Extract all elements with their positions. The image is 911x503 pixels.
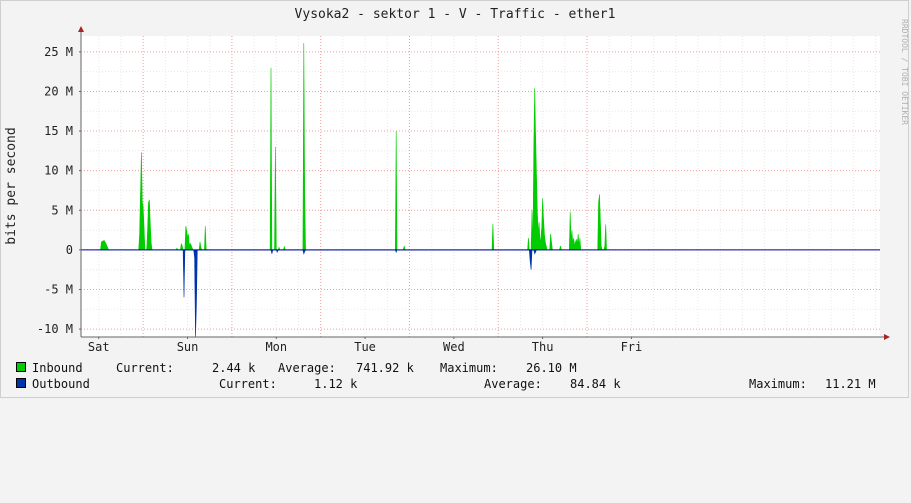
inbound-maximum-value: 26.10 M — [526, 361, 577, 375]
outbound-swatch — [16, 378, 26, 388]
inbound-average-label: Average: — [278, 361, 336, 375]
x-tick-label: Tue — [354, 340, 376, 354]
y-tick-label: 0 — [66, 243, 73, 257]
outbound-maximum-value: 11.21 M — [825, 377, 876, 391]
outbound-average-label: Average: — [484, 377, 542, 391]
inbound-current-value: 2.44 k — [212, 361, 256, 375]
outbound-maximum-label: Maximum: — [749, 377, 807, 391]
x-tick-label: Sat — [88, 340, 110, 354]
plot-area — [81, 36, 880, 337]
legend-outbound: Outbound Current: 1.12 k Average: 84.84 … — [16, 377, 896, 391]
inbound-maximum-label: Maximum: — [440, 361, 498, 375]
x-tick-label: Fri — [621, 340, 643, 354]
outbound-current-label: Current: — [219, 377, 277, 391]
chart-title: Vysoka2 - sektor 1 - V - Traffic - ether… — [295, 7, 616, 22]
x-tick-label: Sun — [177, 340, 199, 354]
outbound-average-value: 84.84 k — [570, 377, 621, 391]
inbound-name: Inbound — [32, 361, 83, 375]
inbound-average-value: 741.92 k — [356, 361, 414, 375]
outbound-name: Outbound — [32, 377, 90, 391]
x-axis-arrow-icon — [884, 334, 890, 340]
inbound-swatch — [16, 362, 26, 372]
outbound-current-value: 1.12 k — [314, 377, 358, 391]
y-tick-label: 5 M — [51, 203, 73, 217]
y-tick-label: -5 M — [44, 282, 73, 296]
y-tick-label: 25 M — [44, 45, 73, 59]
x-tick-label: Mon — [265, 340, 287, 354]
x-tick-label: Wed — [443, 340, 465, 354]
graph-frame — [0, 0, 909, 398]
watermark: RRDTOOL / TOBI OETIKER — [900, 19, 909, 125]
axes — [78, 26, 890, 340]
inbound-current-label: Current: — [116, 361, 174, 375]
y-tick-label: 15 M — [44, 124, 73, 138]
axis-labels: 25 M 20 M 15 M 10 M 5 M 0 -5 M -10 M Sat Sun Mon Tu… — [37, 45, 642, 354]
y-axis-arrow-icon — [78, 26, 84, 32]
x-tick-label: Thu — [532, 340, 554, 354]
traffic-chart: 25 M 20 M 15 M 10 M 5 M 0 -5 M -10 M Sat Sun Mon Tu… — [4, 7, 909, 354]
y-tick-label: -10 M — [37, 322, 73, 336]
y-tick-label: 10 M — [44, 164, 73, 178]
series-inbound-area — [100, 43, 607, 251]
grid — [81, 36, 880, 337]
y-axis-label: bits per second — [4, 127, 19, 244]
y-tick-label: 20 M — [44, 84, 73, 98]
legend-inbound: Inbound Current: 2.44 k Average: 741.92 … — [16, 361, 896, 375]
